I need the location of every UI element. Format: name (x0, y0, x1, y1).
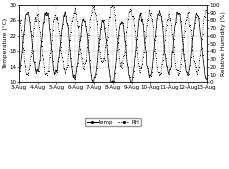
Y-axis label: Temperature (°C): Temperature (°C) (3, 18, 8, 69)
Legend: temp, RH: temp, RH (85, 118, 141, 126)
Y-axis label: Relative Humidity (%): Relative Humidity (%) (221, 11, 226, 76)
